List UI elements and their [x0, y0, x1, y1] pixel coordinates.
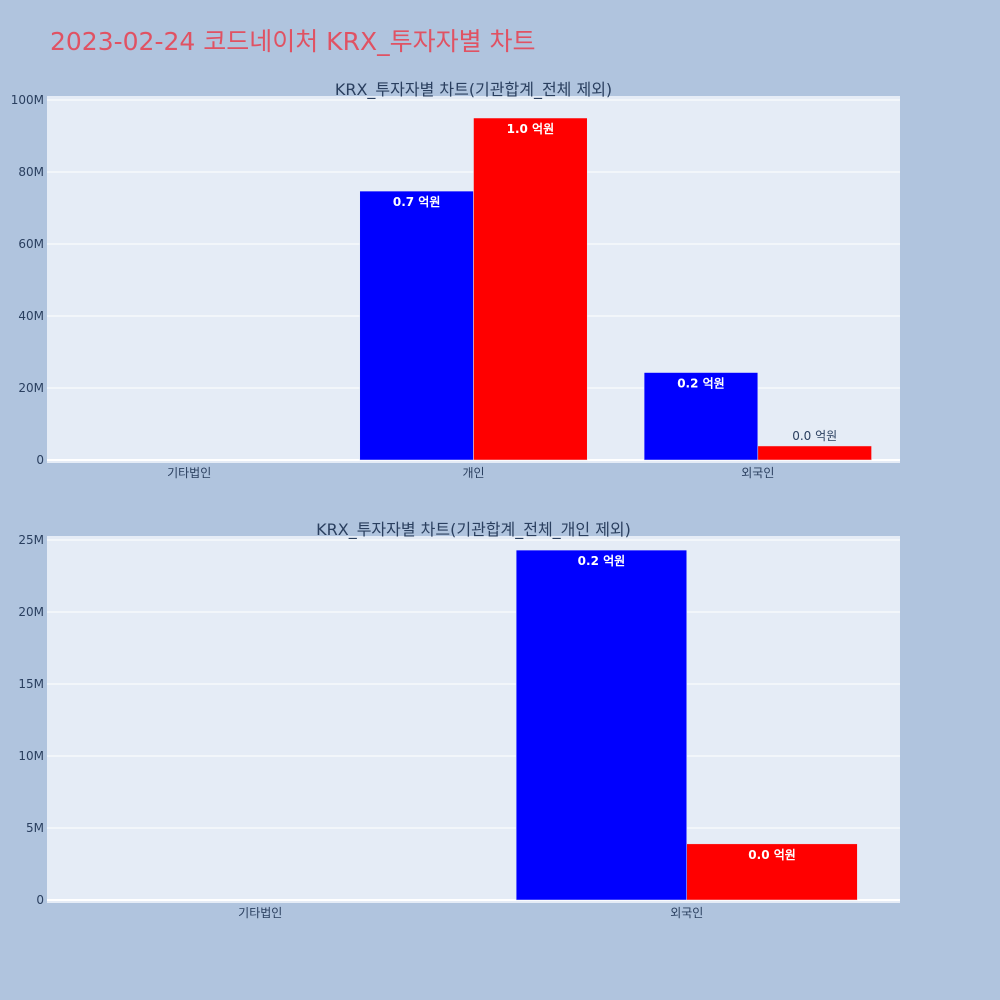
chart-1: 0 20M 40M 60M 80M 100M KRX_투자자별 차트(기관합계_전체 제외)…	[11, 80, 900, 480]
x-tick-label: 외국인	[670, 906, 703, 920]
bar-data-label: 0.0 억원	[748, 848, 796, 862]
y-tick-label: 60M	[18, 237, 44, 251]
y-tick-label: 0	[36, 893, 44, 907]
y-tick-label: 40M	[18, 309, 44, 323]
chart-title: KRX_투자자별 차트(기관합계_전체_개인 제외)	[316, 520, 631, 540]
y-tick-label: 10M	[18, 749, 44, 763]
chart-title: KRX_투자자별 차트(기관합계_전체 제외)	[335, 80, 612, 100]
y-tick-label: 5M	[26, 821, 44, 835]
y-tick-label: 0	[36, 453, 44, 467]
bar-data-label: 0.0 억원	[792, 429, 837, 443]
bar	[515, 549, 688, 901]
x-tick-label: 기타법인	[238, 906, 282, 920]
bar	[643, 372, 759, 461]
x-tick-label: 개인	[462, 466, 484, 480]
bar	[473, 117, 588, 461]
bar-data-label: 0.7 억원	[393, 195, 441, 209]
bar-data-label: 0.2 억원	[677, 377, 725, 391]
bar-data-label: 0.2 억원	[578, 554, 626, 568]
y-tick-label: 100M	[11, 93, 44, 107]
y-tick-label: 20M	[18, 381, 44, 395]
y-tick-label: 25M	[18, 533, 44, 547]
x-tick-label: 기타법인	[167, 466, 211, 480]
chart-2: 0 5M 10M 15M 20M 25M KRX_투자자별 차트(기관합계_전체_개인 제외…	[18, 520, 900, 920]
page-title: 2023-02-24 코드네이처 KRX_투자자별 차트	[50, 27, 536, 56]
plot-area	[47, 536, 900, 903]
y-tick-label: 15M	[18, 677, 44, 691]
bar-data-label: 1.0 억원	[507, 122, 555, 136]
bar	[686, 843, 858, 901]
bar	[757, 445, 872, 461]
x-tick-label: 외국인	[741, 466, 774, 480]
y-tick-label: 20M	[18, 605, 44, 619]
bar	[359, 190, 474, 461]
y-tick-label: 80M	[18, 165, 44, 179]
